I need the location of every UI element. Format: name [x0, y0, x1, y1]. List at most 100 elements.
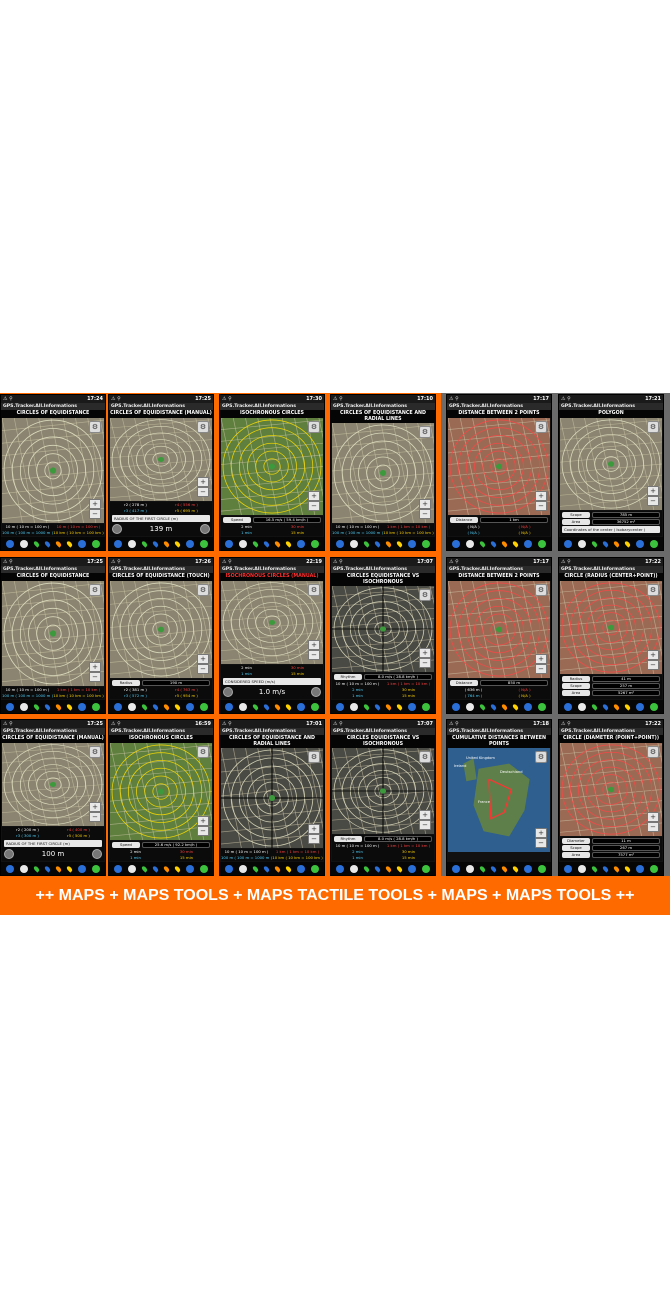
layers-icon[interactable] — [636, 864, 644, 873]
map-canvas[interactable] — [2, 743, 104, 826]
map-canvas[interactable] — [332, 586, 434, 672]
map-gear-icon[interactable]: ⚙ — [89, 746, 101, 758]
gps-icon[interactable] — [422, 539, 430, 548]
pin-green-icon[interactable] — [251, 702, 260, 711]
compass-icon[interactable] — [452, 702, 460, 711]
pin-green-icon[interactable] — [32, 539, 41, 548]
pin-blue-icon[interactable] — [489, 702, 498, 711]
map-gear-icon[interactable]: ⚙ — [308, 751, 320, 763]
pin-red-icon[interactable] — [273, 702, 282, 711]
pin-blue-icon[interactable] — [489, 864, 498, 873]
map-canvas[interactable] — [2, 418, 104, 523]
zoom-in-button[interactable]: + — [647, 812, 659, 822]
gps-icon[interactable] — [311, 702, 319, 711]
pin-yellow-icon[interactable] — [511, 864, 520, 873]
map-canvas[interactable] — [560, 581, 662, 674]
map-canvas[interactable] — [110, 743, 212, 840]
compass-icon[interactable] — [564, 864, 572, 873]
zoom-out-button[interactable]: − — [419, 820, 431, 830]
pin-yellow-icon[interactable] — [511, 702, 520, 711]
pin-blue-icon[interactable] — [262, 539, 271, 548]
compass-icon[interactable] — [114, 864, 122, 873]
map-area[interactable]: ⚙ + − — [2, 581, 104, 686]
zoom-out-button[interactable]: − — [535, 664, 547, 674]
pin-red-icon[interactable] — [54, 864, 63, 873]
map-area[interactable]: ⚙ + − — [560, 418, 662, 510]
zoom-in-button[interactable]: + — [89, 499, 101, 509]
compass-icon[interactable] — [225, 539, 233, 548]
layers-icon[interactable] — [524, 864, 532, 873]
map-area[interactable]: ⚙ + − — [332, 423, 434, 523]
pin-blue-icon[interactable] — [373, 539, 382, 548]
globe-icon[interactable] — [20, 864, 28, 873]
pin-red-icon[interactable] — [384, 864, 393, 873]
pin-green-icon[interactable] — [251, 864, 260, 873]
pin-yellow-icon[interactable] — [511, 539, 520, 548]
knob-icon[interactable] — [223, 686, 233, 697]
knob-icon[interactable] — [112, 523, 122, 534]
pin-red-icon[interactable] — [612, 702, 621, 711]
value-stepper[interactable]: 139 m — [112, 523, 210, 534]
zoom-out-button[interactable]: − — [647, 660, 659, 670]
zoom-in-button[interactable]: + — [419, 648, 431, 658]
compass-icon[interactable] — [336, 702, 344, 711]
map-area[interactable]: ⚙ + − — [448, 581, 550, 678]
compass-icon[interactable] — [6, 864, 14, 873]
input-field[interactable]: Coordinates of the center ( Isobarycente… — [562, 526, 660, 533]
map-canvas[interactable] — [2, 581, 104, 686]
pin-red-icon[interactable] — [273, 864, 282, 873]
pin-yellow-icon[interactable] — [623, 539, 632, 548]
zoom-in-button[interactable]: + — [647, 650, 659, 660]
zoom-in-button[interactable]: + — [89, 802, 101, 812]
map-area[interactable]: ⚙ + − — [221, 418, 323, 515]
pin-red-icon[interactable] — [384, 702, 393, 711]
zoom-out-button[interactable]: − — [535, 501, 547, 511]
zoom-out-button[interactable]: − — [308, 501, 320, 511]
globe-icon[interactable] — [128, 539, 136, 548]
map-gear-icon[interactable]: ⚙ — [535, 751, 547, 763]
compass-icon[interactable] — [225, 864, 233, 873]
layers-icon[interactable] — [78, 864, 86, 873]
pin-red-icon[interactable] — [162, 702, 171, 711]
map-canvas[interactable] — [221, 418, 323, 515]
globe-icon[interactable] — [239, 702, 247, 711]
zoom-in-button[interactable]: + — [197, 477, 209, 487]
pin-yellow-icon[interactable] — [173, 702, 182, 711]
map-area[interactable]: ⚙ + − — [221, 748, 323, 848]
input-field[interactable]: CONSIDERED SPEED (m/s) — [223, 678, 321, 685]
pin-blue-icon[interactable] — [601, 864, 610, 873]
pin-yellow-icon[interactable] — [65, 539, 74, 548]
pin-red-icon[interactable] — [500, 702, 509, 711]
globe-icon[interactable] — [466, 864, 474, 873]
map-area[interactable]: ⚙ + − — [332, 748, 434, 834]
map-gear-icon[interactable]: ⚙ — [89, 584, 101, 596]
layers-icon[interactable] — [636, 539, 644, 548]
pin-yellow-icon[interactable] — [173, 864, 182, 873]
map-gear-icon[interactable]: ⚙ — [647, 584, 659, 596]
map-area[interactable]: ⚙ + − — [448, 418, 550, 515]
pin-green-icon[interactable] — [590, 539, 599, 548]
zoom-in-button[interactable]: + — [89, 662, 101, 672]
zoom-out-button[interactable]: − — [419, 509, 431, 519]
layers-icon[interactable] — [524, 702, 532, 711]
map-gear-icon[interactable]: ⚙ — [535, 421, 547, 433]
globe-icon[interactable] — [578, 864, 586, 873]
map-gear-icon[interactable]: ⚙ — [308, 421, 320, 433]
pin-red-icon[interactable] — [273, 539, 282, 548]
pin-green-icon[interactable] — [140, 864, 149, 873]
pin-yellow-icon[interactable] — [284, 702, 293, 711]
map-canvas[interactable] — [560, 743, 662, 836]
pin-blue-icon[interactable] — [601, 702, 610, 711]
map-canvas[interactable] — [560, 418, 662, 510]
layers-icon[interactable] — [408, 539, 416, 548]
globe-icon[interactable] — [128, 702, 136, 711]
pin-red-icon[interactable] — [162, 864, 171, 873]
zoom-in-button[interactable]: + — [197, 816, 209, 826]
pin-yellow-icon[interactable] — [284, 539, 293, 548]
map-gear-icon[interactable]: ⚙ — [647, 746, 659, 758]
layers-icon[interactable] — [636, 702, 644, 711]
pin-blue-icon[interactable] — [489, 539, 498, 548]
value-stepper[interactable]: 1.0 m/s — [223, 686, 321, 697]
layers-icon[interactable] — [78, 539, 86, 548]
layers-icon[interactable] — [297, 702, 305, 711]
